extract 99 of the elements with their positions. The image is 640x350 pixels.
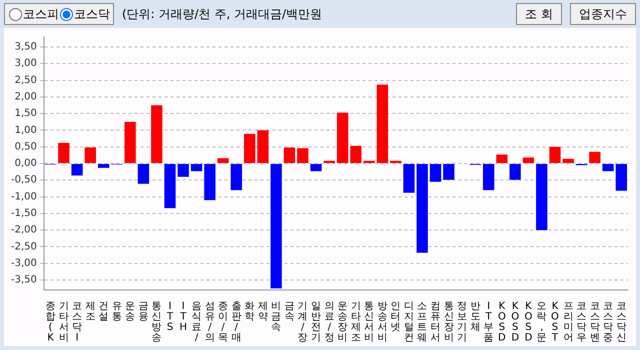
x-tick-label: 유통 — [112, 300, 122, 322]
x-tick-label: 기타서비 — [58, 300, 69, 344]
bar — [270, 164, 282, 288]
x-tick-label: 비금속 — [271, 300, 282, 333]
bar — [536, 164, 548, 230]
bar — [84, 148, 96, 163]
x-tick-label: 코스닥신 — [616, 300, 626, 344]
bar — [496, 154, 508, 163]
x-tick-label: 오락,문 — [536, 300, 547, 344]
y-tick-label: -1,00 — [11, 191, 37, 202]
y-tick-label: 3,50 — [14, 42, 37, 53]
x-tick-label: 운송 — [125, 300, 136, 322]
x-tick-label: 정보기기 — [457, 300, 468, 344]
text: 코스피 — [22, 6, 59, 22]
bar — [336, 112, 348, 163]
x-tick-label: 코스닥중 — [603, 300, 614, 344]
y-tick-label: 1,00 — [14, 124, 37, 136]
bar — [562, 158, 574, 163]
y-tick-label: -2,00 — [11, 224, 37, 236]
y-tick-label: -3,00 — [11, 258, 37, 269]
bar — [310, 164, 322, 172]
y-tick-label: -0,50 — [11, 174, 37, 186]
x-tick-label: ITS — [166, 300, 174, 333]
x-tick-label: KOST — [550, 300, 560, 344]
x-tick-label: 종이/목 — [218, 300, 228, 344]
bar — [244, 134, 256, 163]
x-tick-label: 인터넷 — [390, 300, 401, 333]
x-tick-label: KOSD — [498, 300, 506, 344]
bar — [230, 164, 242, 190]
x-tick-label: 섬유/의 — [204, 300, 215, 344]
x-tick-label: 기계/장 — [298, 300, 308, 344]
x-tick-label: 디지털컨 — [404, 300, 414, 344]
x-tick-label: 제조 — [85, 300, 96, 322]
x-tick-label: 금융 — [138, 300, 148, 322]
x-tick-label: 통신장비 — [444, 300, 454, 344]
text: (단위: 거래량/천 주, 거래대금/백만원 — [122, 6, 322, 22]
y-tick-label: 2,00 — [14, 92, 37, 103]
y-tick-label: 0,00 — [14, 158, 37, 170]
bar — [151, 105, 162, 163]
bar — [178, 164, 189, 177]
text: 코스닥 — [73, 6, 110, 22]
bar — [430, 164, 442, 182]
x-tick-label: 금속 — [284, 300, 294, 322]
x-tick-label: 의료/정 — [324, 300, 334, 344]
bar — [124, 122, 136, 163]
x-tick-label: 기타제조 — [350, 300, 361, 344]
x-tick-label: 운송장비 — [338, 300, 348, 344]
bar — [589, 152, 600, 163]
x-tick-label: 코스닥벤 — [590, 300, 600, 344]
x-tick-label: 컴퓨터서 — [430, 300, 441, 344]
x-tick-label: 건설 — [98, 300, 109, 322]
x-tick-label: 프리미어 — [563, 300, 574, 344]
x-tick-label: 제약 — [258, 300, 268, 322]
x-tick-label: KOSD — [511, 300, 520, 344]
x-tick-label: 코스닥I — [72, 300, 82, 344]
bar — [602, 164, 614, 172]
x-tick-label: 코스닥우 — [576, 300, 587, 344]
x-tick-label: ITH — [179, 300, 188, 333]
y-tick-label: 0,50 — [14, 141, 37, 152]
bar — [522, 158, 534, 163]
y-tick-label: -3,50 — [11, 274, 37, 286]
y-tick-label: -2,50 — [11, 241, 37, 252]
y-tick-label: 3,00 — [14, 58, 37, 70]
bar — [297, 148, 308, 163]
bar — [403, 164, 415, 193]
x-tick-label: 소프트웨 — [417, 300, 428, 344]
bar — [482, 164, 494, 190]
bar — [549, 146, 561, 163]
bar — [443, 164, 454, 180]
bar — [204, 164, 216, 200]
x-tick-label: 일반전기 — [311, 300, 322, 344]
bar — [257, 130, 269, 163]
x-tick-label: KOSD — [524, 300, 533, 344]
x-tick-label: 통신방송 — [152, 300, 162, 344]
y-tick-label: 1,50 — [14, 108, 37, 120]
bar — [71, 164, 83, 176]
x-tick-label: 음식료/ — [192, 300, 202, 344]
text: 조 회 — [516, 3, 562, 25]
bar — [350, 146, 362, 163]
bar — [510, 164, 521, 180]
x-tick-label: 통신서비 — [364, 300, 374, 344]
text: 업종지수 — [570, 3, 636, 25]
bar — [616, 164, 628, 191]
bar — [138, 164, 150, 184]
bar — [58, 142, 70, 163]
bar — [376, 84, 388, 163]
x-tick-label: 화학 — [244, 300, 255, 322]
y-tick-label: -1,50 — [11, 208, 37, 220]
bar — [416, 164, 428, 253]
bar — [217, 158, 229, 163]
bar — [284, 148, 296, 163]
bar — [164, 164, 176, 208]
x-tick-label: 반도체 — [470, 300, 480, 333]
x-tick-label: 출판/매 — [231, 300, 242, 344]
x-tick-label: 방송서비 — [377, 300, 388, 344]
x-tick-label: 종합(K — [46, 300, 56, 344]
x-tick-label: IT부품 — [484, 300, 494, 344]
bar — [190, 164, 202, 172]
y-tick-label: 2,50 — [14, 74, 37, 86]
